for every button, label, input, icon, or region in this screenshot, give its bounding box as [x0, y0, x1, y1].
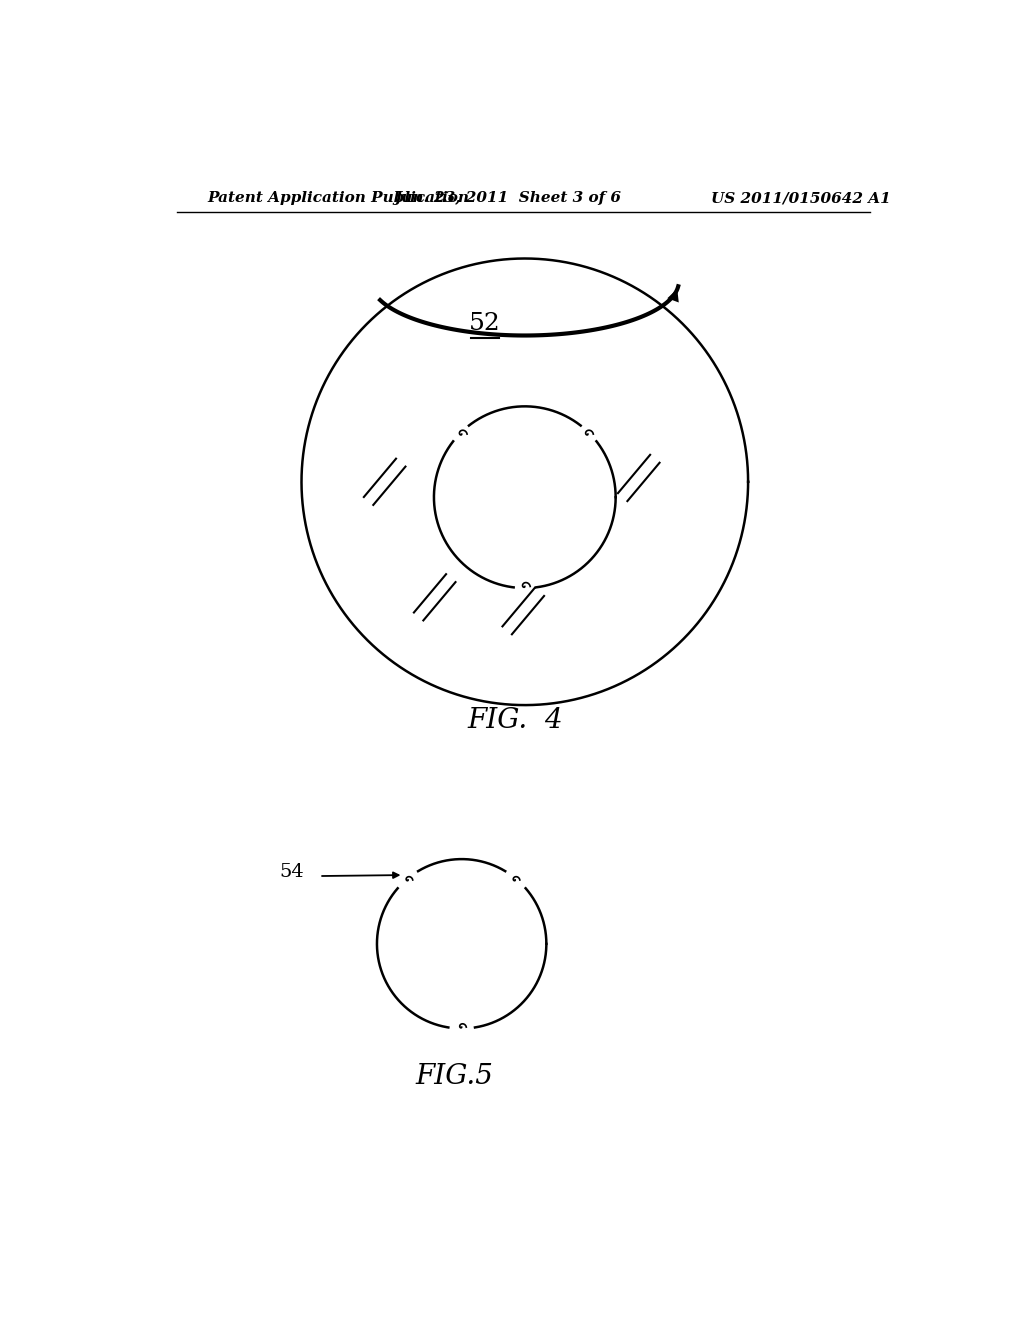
Text: 52: 52 [469, 313, 501, 335]
Text: Patent Application Publication: Patent Application Publication [208, 191, 470, 206]
Text: FIG.  4: FIG. 4 [468, 708, 563, 734]
Text: 54: 54 [280, 863, 304, 882]
Text: FIG.5: FIG.5 [415, 1063, 493, 1090]
Text: US 2011/0150642 A1: US 2011/0150642 A1 [711, 191, 890, 206]
Text: Jun. 23, 2011  Sheet 3 of 6: Jun. 23, 2011 Sheet 3 of 6 [394, 191, 622, 206]
